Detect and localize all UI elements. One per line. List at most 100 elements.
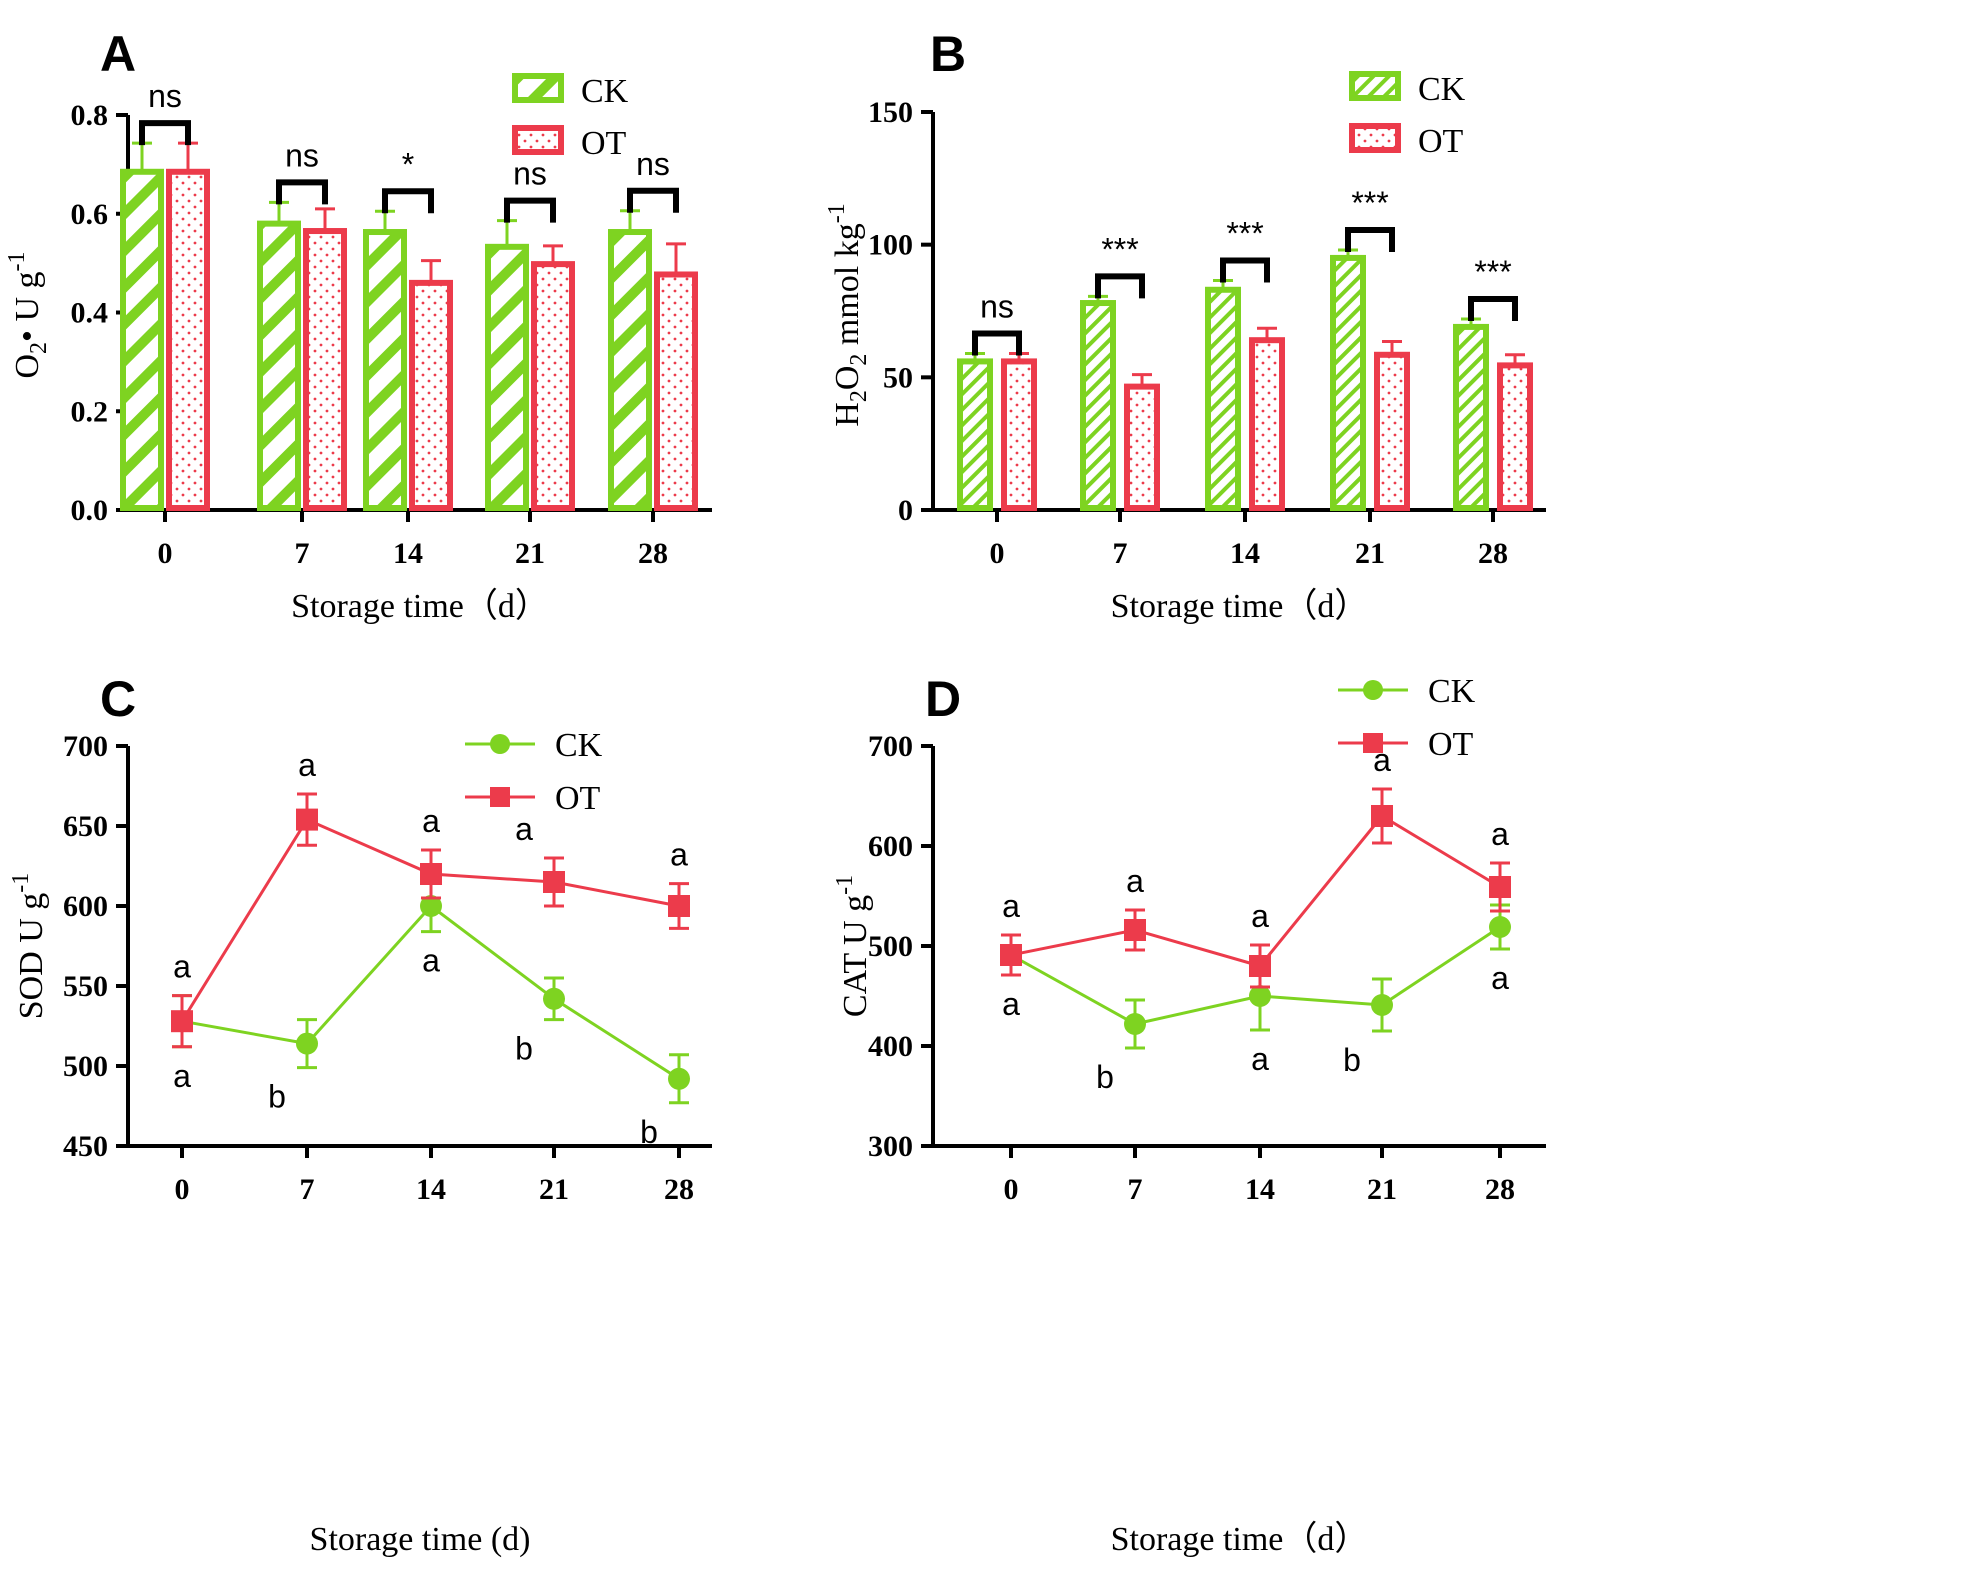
ck-letter-label: a <box>1491 960 1509 996</box>
significance-bracket <box>1345 226 1395 252</box>
significance-label: ns <box>980 288 1014 324</box>
x-tick-label: 7 <box>300 1173 315 1206</box>
y-tick-label: 500 <box>63 1050 108 1083</box>
y-axis-title-part: SOD U g <box>13 893 50 1020</box>
panel-letter: C <box>100 671 136 727</box>
legend-swatch-ot <box>512 125 564 155</box>
significance-bracket <box>276 179 328 205</box>
y-tick-label: 400 <box>868 1030 913 1063</box>
x-tick-label: 14 <box>393 537 423 570</box>
legend-label-ot: OT <box>1418 123 1464 160</box>
significance-bracket <box>1220 257 1270 283</box>
significance-bracket <box>627 187 679 213</box>
y-axis-title-part: 2 <box>846 354 872 366</box>
x-axis-title: Storage time（d） <box>1111 1520 1369 1558</box>
x-axis-title: Storage time（d） <box>291 587 549 625</box>
panel-letter: A <box>100 26 136 82</box>
significance-bracket <box>382 188 434 214</box>
legend-label-ck: CK <box>581 73 629 110</box>
x-tick-label: 14 <box>416 1173 446 1206</box>
ot-point <box>420 863 442 885</box>
y-axis-title-part: 2 <box>26 342 52 354</box>
y-tick-label: 500 <box>868 930 913 963</box>
y-tick-label: 0 <box>898 494 913 527</box>
ot-point <box>1124 919 1146 941</box>
y-axis-title-part: H <box>829 402 866 427</box>
y-tick-label: 600 <box>868 830 913 863</box>
y-tick-label: 600 <box>63 890 108 923</box>
panel-a: A 0.0 0.2 0.4 0.6 0.8 0 7 14 21 28 Storage time（d） O… <box>4 26 712 625</box>
ck-point <box>1489 916 1511 938</box>
legend-label-ck: CK <box>555 727 603 764</box>
y-axis-title-part: -1 <box>824 203 850 223</box>
ck-point <box>1124 1013 1146 1035</box>
significance-label: *** <box>1226 215 1263 251</box>
x-tick-label: 0 <box>158 537 173 570</box>
y-tick-label: 0.8 <box>71 99 109 132</box>
significance-bracket <box>1095 273 1145 299</box>
significance-label: *** <box>1351 185 1388 221</box>
y-tick-label: 50 <box>883 361 913 394</box>
significance-bracket <box>139 120 191 146</box>
ot-bar <box>654 271 698 512</box>
legend-label-ot: OT <box>581 125 627 162</box>
significance-bracket <box>972 330 1022 356</box>
y-tick-label: 650 <box>63 810 108 843</box>
y-axis-title: CAT U g-1 <box>832 875 874 1017</box>
ck-bar <box>1453 323 1489 512</box>
y-tick-label: 0.2 <box>71 395 109 428</box>
y-axis-title-part: • U g <box>9 271 46 341</box>
y-axis-title-part: CAT U g <box>837 895 874 1017</box>
ot-letter-label: a <box>1002 888 1020 924</box>
ck-bar <box>257 220 301 511</box>
panel-letter: B <box>930 26 966 82</box>
legend-swatch-ck <box>512 73 564 103</box>
panel-c: C 450 500 550 600 650 700 0 7 14 21 28 Storage time … <box>8 671 712 1558</box>
legend-marker-ck <box>490 734 510 754</box>
legend-label-ck: CK <box>1428 673 1476 710</box>
legend-label-ot: OT <box>555 780 601 817</box>
ck-bar <box>1080 300 1116 512</box>
y-tick-label: 300 <box>868 1130 913 1163</box>
y-tick-label: 450 <box>63 1130 108 1163</box>
x-axis-title: Storage time（d） <box>1111 587 1369 625</box>
ot-letter-label: a <box>422 803 440 839</box>
significance-label: *** <box>1101 231 1138 267</box>
y-tick-label: 0.4 <box>71 297 109 330</box>
ot-letter-label: a <box>298 747 316 783</box>
panel-d: D 300 400 500 600 700 0 7 14 21 28 Storage time（d） C… <box>832 671 1546 1558</box>
ck-bar <box>485 243 529 512</box>
x-tick-label: 0 <box>1004 1173 1019 1206</box>
significance-label: ns <box>513 156 547 192</box>
y-axis-title-part: O <box>829 366 866 391</box>
legend-swatch-ck <box>1349 71 1401 101</box>
y-tick-label: 700 <box>868 730 913 763</box>
legend-label-ck: CK <box>1418 71 1466 108</box>
y-axis-title-part: -1 <box>8 873 34 893</box>
legend-label-ot: OT <box>1428 726 1474 763</box>
x-tick-label: 28 <box>664 1173 694 1206</box>
ck-bar <box>1330 254 1366 511</box>
y-tick-label: 0.6 <box>71 198 109 231</box>
ck-bar <box>120 168 164 511</box>
ck-letter-label: a <box>173 1058 191 1094</box>
y-axis-title-part: 2 <box>846 390 872 402</box>
ot-point <box>1371 805 1393 827</box>
ot-letter-label: a <box>1251 898 1269 934</box>
ck-bar <box>957 358 993 511</box>
ot-point <box>1249 955 1271 977</box>
ck-point <box>420 895 442 917</box>
ck-letter-label: a <box>1002 986 1020 1022</box>
x-axis-title: Storage time (d) <box>310 1521 531 1558</box>
ot-bar <box>1124 383 1160 511</box>
ot-point <box>543 871 565 893</box>
ck-letter-label: b <box>1096 1059 1114 1095</box>
ck-letter-label: b <box>515 1031 533 1067</box>
ot-bar <box>166 168 210 511</box>
y-tick-label: 100 <box>868 229 913 262</box>
y-tick-label: 0.0 <box>71 494 109 527</box>
y-tick-label: 550 <box>63 970 108 1003</box>
legend-marker-ot <box>490 787 510 807</box>
ck-letter-label: a <box>422 943 440 979</box>
